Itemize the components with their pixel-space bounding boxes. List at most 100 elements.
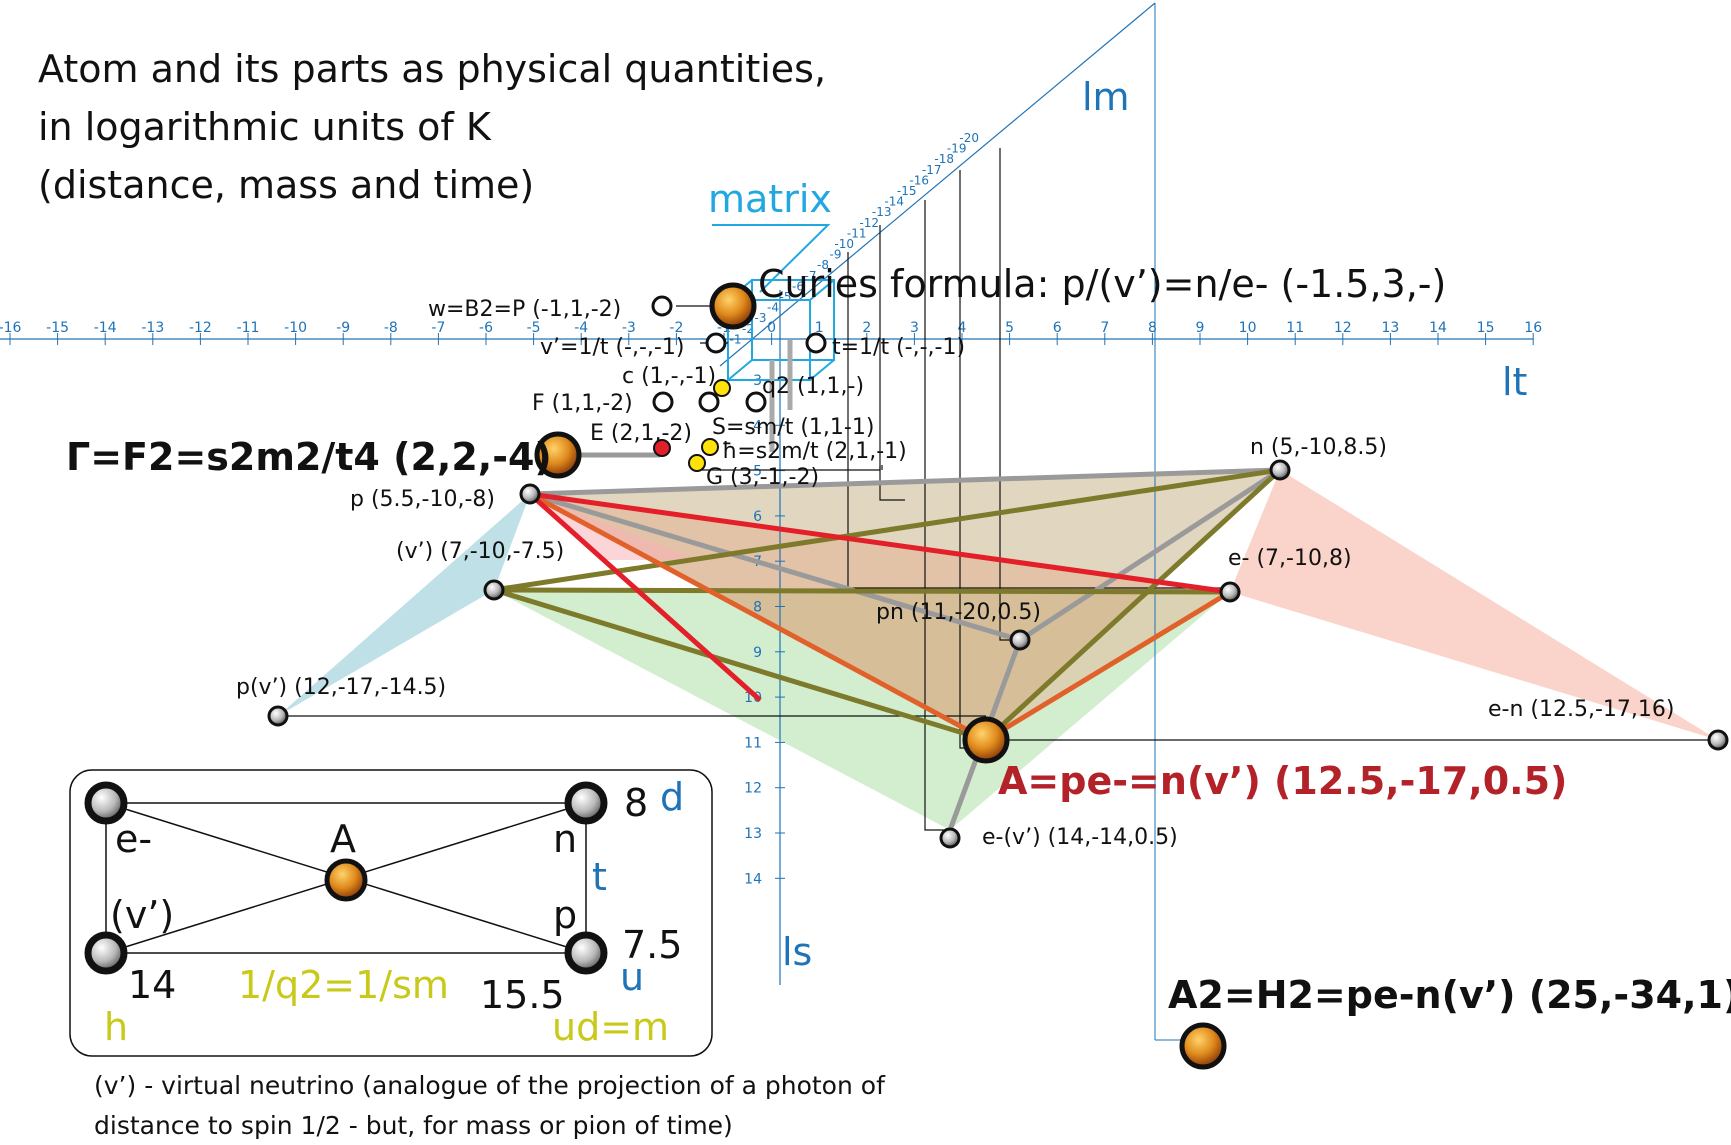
label-w: w=B2=P (-1,1,-2) <box>428 297 621 322</box>
matrix-gray-bars <box>769 340 793 452</box>
label-A: A=pe-=n(v’) (12.5,-17,0.5) <box>998 759 1567 803</box>
lt-tick-label: -16 <box>0 320 22 336</box>
lt-tick-label: 13 <box>1381 320 1399 336</box>
orange-edges <box>528 491 1232 743</box>
legend-point-p <box>564 931 608 975</box>
axis-label-lm: lm <box>1082 75 1130 119</box>
shade-cyan <box>278 494 530 716</box>
legend-label-t: t <box>592 855 607 899</box>
label-v1t: v’=1/t (-,-,-1) <box>540 335 684 360</box>
lm-tick-label: -13 <box>872 205 892 219</box>
lm-tick-label: -12 <box>859 216 879 230</box>
lt-tick-label: 3 <box>910 320 919 336</box>
point-en <box>1707 729 1729 751</box>
ls-tick-label: 10 <box>744 690 762 706</box>
lt-tick-label: -15 <box>46 320 69 336</box>
ls-tick-label: 14 <box>744 871 762 887</box>
marker-q2 <box>745 391 767 413</box>
shade-pink-small <box>530 494 700 560</box>
lt-tick-label: 0 <box>767 320 776 336</box>
lm-tick-label: -9 <box>830 248 842 262</box>
legend-label-8: 8 <box>624 781 648 825</box>
label-A2: A2=H2=pe-n(v’) (25,-34,1) <box>1168 973 1731 1017</box>
lt-tick-label: 2 <box>862 320 871 336</box>
legend-label-15-5: 15.5 <box>480 973 565 1017</box>
ls-tick-label: 8 <box>753 600 762 616</box>
lt-tick-label: -3 <box>622 320 636 336</box>
label-p: p (5.5,-10,-8) <box>350 487 495 512</box>
lt-tick-label: -13 <box>141 320 164 336</box>
legend-point-e <box>84 781 128 825</box>
lt-tick-label: -12 <box>189 320 212 336</box>
label-S: S=sm/t (1,1-1) <box>712 415 874 440</box>
marker-c <box>713 379 731 397</box>
lm-axis-line <box>719 2 1156 367</box>
legend-point-v <box>84 931 128 975</box>
open-markers <box>651 295 827 413</box>
lm-tick-label: -17 <box>922 163 942 177</box>
olive-edges <box>493 467 1282 743</box>
curies-formula: Curies formula: p/(v’)=n/e- (-1.5,3,-) <box>758 262 1446 306</box>
atom-A <box>962 716 1010 764</box>
lt-tick-label: 4 <box>958 320 967 336</box>
lt-tick-label: -7 <box>431 320 445 336</box>
footnote-line-2: distance to spin 1/2 - but, for mass or … <box>94 1111 733 1140</box>
legend-label-7-5: 7.5 <box>622 923 682 967</box>
lm-tick-label: -11 <box>847 226 867 240</box>
marker-v1t <box>705 332 727 354</box>
lt-tick-label: 11 <box>1286 320 1304 336</box>
footnote-line-1: (v’) - virtual neutrino (analogue of the… <box>94 1071 886 1100</box>
lm-tick-label: -14 <box>884 195 904 209</box>
marker-E <box>653 439 671 457</box>
legend-label-14: 14 <box>128 963 176 1007</box>
label-e: e- (7,-10,8) <box>1228 546 1352 571</box>
label-ev: e-(v’) (14,-14,0.5) <box>982 825 1178 850</box>
matrix-pointer <box>712 224 831 293</box>
atom-gamma <box>534 431 582 479</box>
label-n: n (5,-10,8.5) <box>1250 435 1387 460</box>
lt-tick-label: 12 <box>1334 320 1352 336</box>
axis-label-lt: lt <box>1502 360 1527 404</box>
legend-label-ud: ud=m <box>552 1005 669 1049</box>
lt-tick-label: 1 <box>815 320 824 336</box>
marker-F2 <box>698 391 720 413</box>
label-h: ħ=s2m/t (2,1,-1) <box>722 439 907 464</box>
lt-tick-label: -8 <box>384 320 398 336</box>
lt-tick-label: 15 <box>1477 320 1495 336</box>
lt-tick-label: 14 <box>1429 320 1447 336</box>
lm-tick-label: -2 <box>742 322 754 336</box>
lt-tick-label: -9 <box>336 320 350 336</box>
lt-tick-label: -11 <box>237 320 260 336</box>
marker-h <box>701 438 719 456</box>
lm-tick-label: -15 <box>897 184 917 198</box>
point-pn <box>1009 629 1031 651</box>
label-en: e-n (12.5,-17,16) <box>1488 697 1674 722</box>
label-E: E (2,1,-2) <box>590 421 692 446</box>
label-G: G (3,-1,-2) <box>706 465 819 490</box>
legend-label-e: e- <box>115 817 152 861</box>
legend-label-h: h <box>104 1005 128 1049</box>
lt-tick-label: 5 <box>1005 320 1014 336</box>
ls-tick-label: 11 <box>744 735 762 751</box>
shade-pink <box>1230 470 1718 740</box>
point-n <box>1269 459 1291 481</box>
lt-tick-label: 7 <box>1100 320 1109 336</box>
lt-tick-label: -10 <box>284 320 307 336</box>
title-line-2: in logarithmic units of K <box>38 105 492 149</box>
label-pv: p(v’) (12,-17,-14.5) <box>236 675 446 700</box>
matrix-label: matrix <box>708 177 832 221</box>
label-v: (v’) (7,-10,-7.5) <box>396 539 564 564</box>
lt-tick-label: -6 <box>479 320 493 336</box>
lt-tick-label: -4 <box>574 320 588 336</box>
lm-ticks: -1-2-3-4-5-6-7-8-9-10-11-12-13-14-15-16-… <box>730 131 979 346</box>
lt-tick-label: 9 <box>1196 320 1205 336</box>
marker-w <box>651 295 673 317</box>
legend-label-v: (v’) <box>110 893 174 937</box>
lm-tick-label: -1 <box>730 332 742 346</box>
lm-tick-label: -16 <box>909 173 929 187</box>
atom-A2 <box>1179 1022 1227 1070</box>
lt-tick-label: 10 <box>1239 320 1257 336</box>
point-v <box>483 579 505 601</box>
marker-F <box>652 391 674 413</box>
atom-origin <box>709 282 757 330</box>
